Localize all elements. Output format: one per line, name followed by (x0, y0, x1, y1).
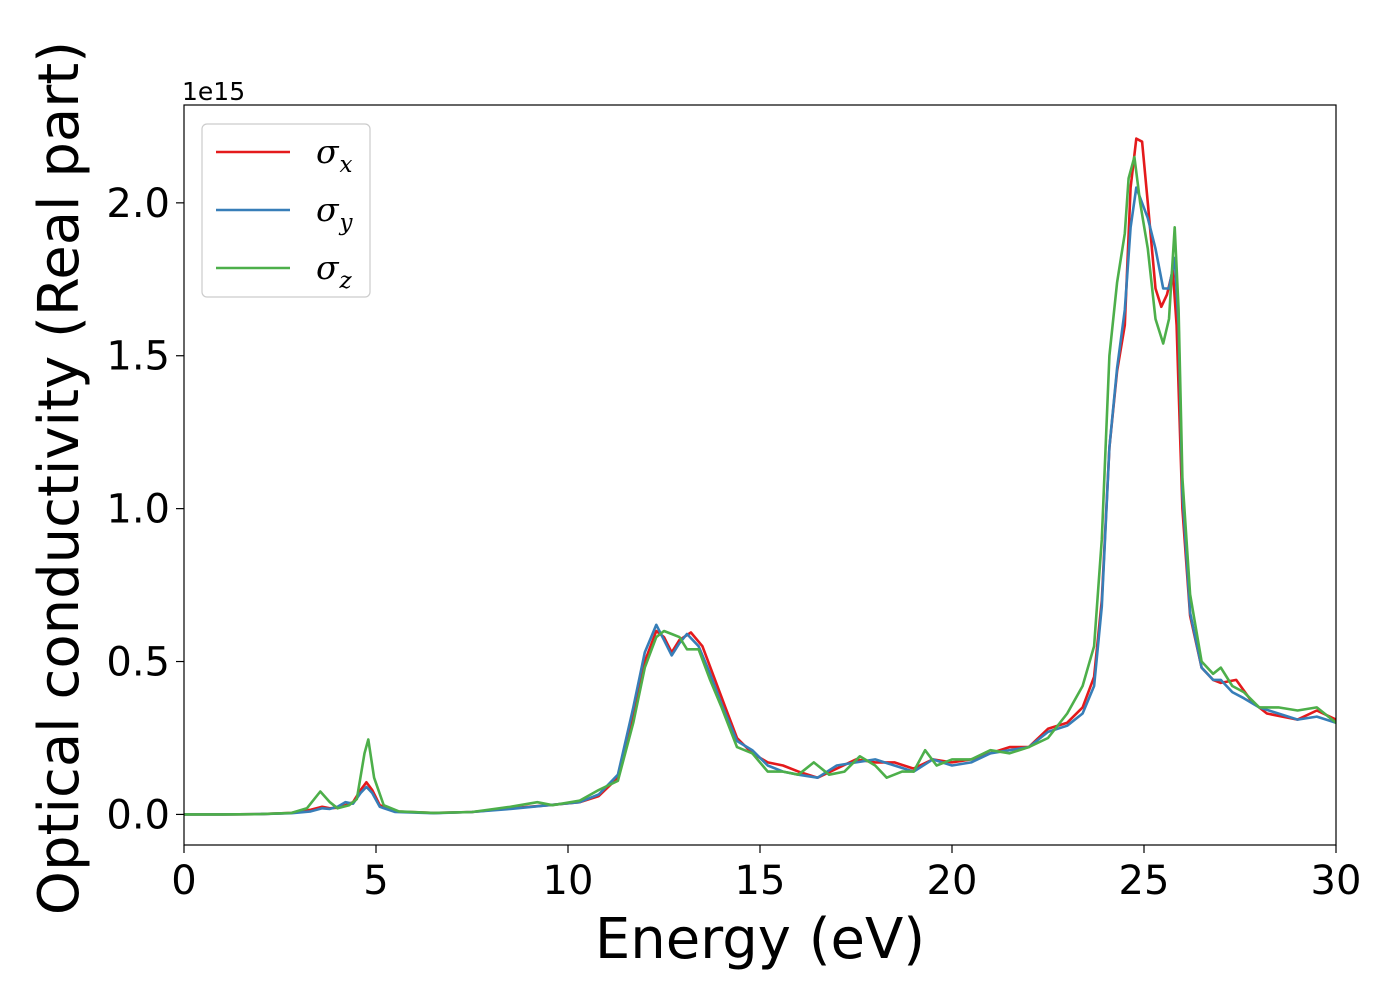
y-tick-label: 2.0 (106, 181, 170, 227)
series-layer (184, 137, 1336, 816)
y-axis: 0.0 0.5 1.0 1.5 2.0 (106, 181, 184, 838)
y-tick-label: 1.0 (106, 487, 170, 533)
y-offset-label: 1e15 (182, 77, 245, 106)
y-axis-title: Optical conductivity (Real part) (27, 41, 92, 915)
x-tick-label: 25 (1119, 858, 1170, 904)
legend-label-x: σx (316, 132, 353, 178)
series-line-z (184, 155, 1336, 816)
series-line-y (184, 186, 1336, 816)
x-tick-label: 20 (927, 858, 978, 904)
y-tick-label: 1.5 (106, 334, 170, 380)
y-tick-label: 0.0 (106, 792, 170, 838)
x-tick-label: 0 (171, 858, 196, 904)
x-tick-label: 10 (543, 858, 594, 904)
x-tick-label: 5 (363, 858, 388, 904)
x-tick-label: 30 (1311, 858, 1362, 904)
x-tick-label: 15 (735, 858, 786, 904)
x-axis: 0 5 10 15 20 25 30 (171, 845, 1361, 904)
x-axis-title: Energy (eV) (595, 907, 925, 972)
y-tick-label: 0.5 (106, 640, 170, 686)
